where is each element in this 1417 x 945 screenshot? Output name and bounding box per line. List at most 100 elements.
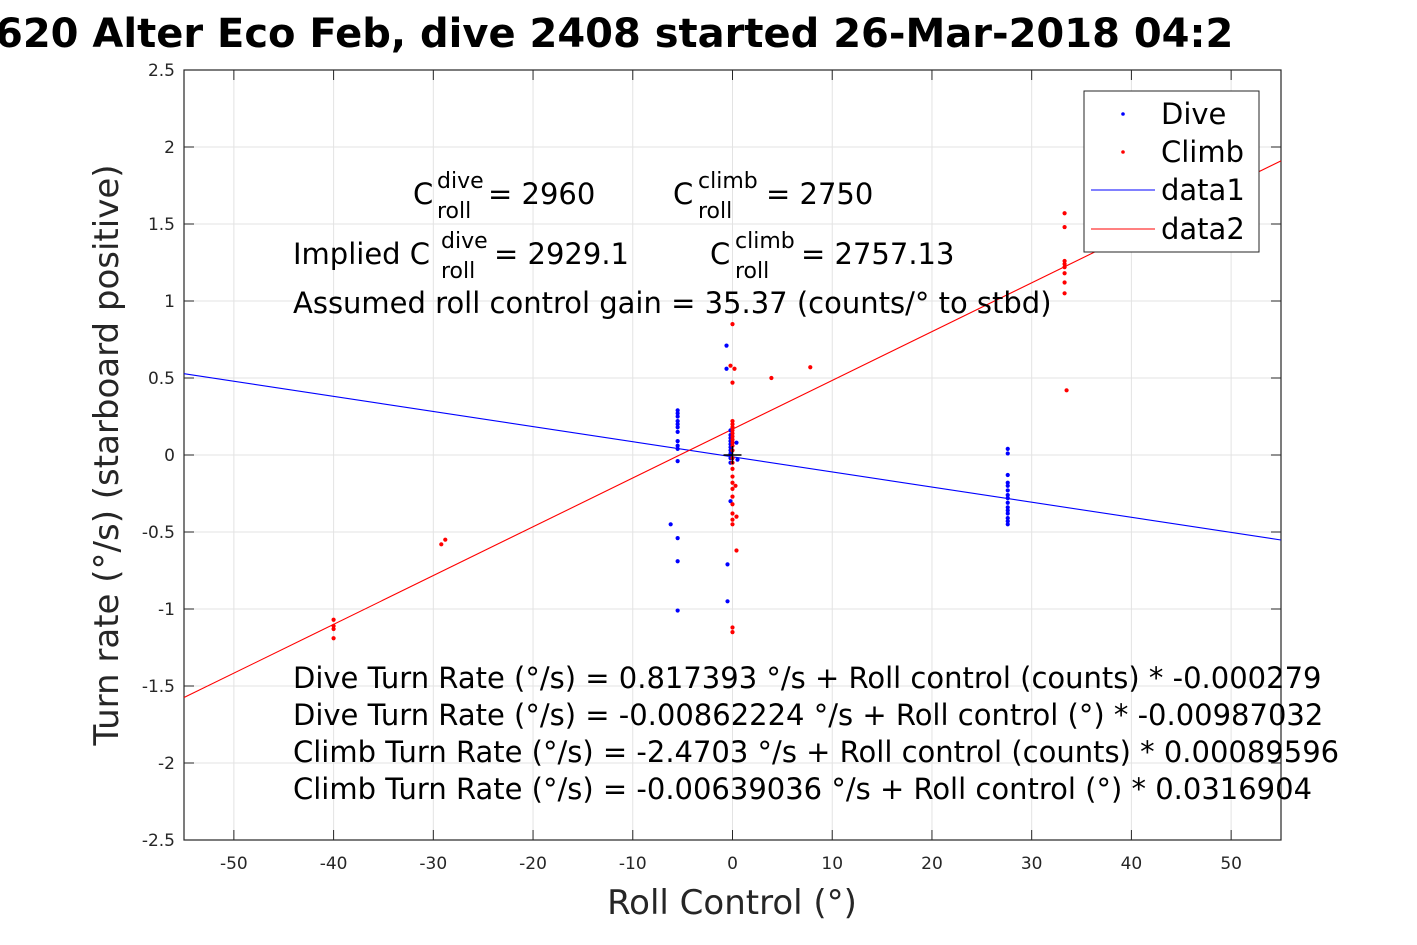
dive-point [675, 536, 680, 541]
climb-point [1062, 271, 1067, 276]
chart-title: 620 Alter Eco Feb, dive 2408 started 26-… [0, 11, 1233, 57]
dive-point [668, 522, 673, 527]
y-tick-label: 0.5 [148, 369, 175, 389]
y-tick-label: 0 [164, 446, 175, 466]
climb-point [1062, 291, 1067, 296]
annotation-eq-climb-degrees: Climb Turn Rate (°/s) = -0.00639036 °/s … [293, 772, 1312, 806]
climb-point [730, 517, 735, 522]
dive-point [1005, 522, 1010, 527]
dive-point [675, 559, 680, 564]
climb-point [331, 617, 336, 622]
center-marker-layer [723, 446, 742, 464]
climb-point [331, 636, 336, 641]
climb-point [1062, 280, 1067, 285]
dive-point [1005, 472, 1010, 478]
legend-data2-label: data2 [1161, 212, 1245, 246]
climb-point [730, 486, 735, 491]
y-tick-label: -0.5 [142, 523, 175, 543]
x-tick-label: -20 [519, 854, 547, 874]
annotation-gain: Assumed roll control gain = 35.37 (count… [293, 286, 1052, 320]
dive-point [1005, 492, 1010, 498]
dive-point [1005, 496, 1010, 501]
x-axis-label: Roll Control (°) [607, 883, 857, 923]
c-roll-dive-sup: dive [437, 169, 484, 194]
y-axis-label: Turn rate (°/s) (starboard positive) [87, 164, 127, 746]
annotation-implied: Implied C dive roll = 2929.1 C climb rol… [293, 229, 954, 284]
climb-point [730, 428, 735, 433]
climb-point [730, 422, 735, 427]
y-tick-label: 2.5 [148, 61, 175, 81]
legend-climb-label: Climb [1161, 135, 1244, 169]
climb-point [331, 623, 336, 629]
climb-point [734, 514, 739, 519]
climb-point [730, 434, 735, 439]
climb-point [730, 440, 735, 445]
x-tick-label: 0 [727, 854, 738, 874]
dive-point [675, 411, 680, 416]
implied-climb-sub: roll [735, 259, 769, 284]
dive-point [1005, 483, 1010, 488]
climb-point [730, 466, 735, 471]
dive-point [1005, 480, 1010, 485]
x-tick-label: -40 [320, 854, 348, 874]
implied-dive-sub: roll [441, 259, 475, 284]
x-tick-label: 20 [921, 854, 943, 874]
climb-point [730, 494, 735, 499]
dive-point [675, 425, 680, 430]
c-roll-climb-value: = 2750 [766, 177, 873, 211]
climb-point [730, 380, 735, 385]
legend-dive-marker [1121, 112, 1125, 116]
annotation-c-roll: C dive roll = 2960 C climb roll = 2750 [413, 169, 873, 224]
y-tick-label: 1.5 [148, 215, 175, 235]
dive-point [675, 408, 680, 413]
dive-point [675, 422, 680, 427]
dive-point [734, 440, 739, 445]
climb-point [730, 474, 735, 479]
x-tick-label: 50 [1220, 854, 1242, 874]
dive-point [675, 443, 680, 448]
climb-point [730, 437, 735, 442]
climb-point [730, 502, 735, 507]
climb-point [439, 542, 444, 547]
y-tick-label: -1.5 [142, 677, 175, 697]
dive-point [675, 419, 680, 424]
climb-point [730, 630, 735, 635]
legend-box [1083, 90, 1260, 253]
implied-climb-base: C [710, 237, 730, 271]
x-tick-label: -30 [419, 854, 447, 874]
y-tick-label: -2 [158, 754, 175, 774]
annotation-eq-dive-counts: Dive Turn Rate (°/s) = 0.817393 °/s + Ro… [293, 661, 1321, 695]
x-tick-label: -10 [619, 854, 647, 874]
c-roll-dive-sub: roll [437, 199, 471, 224]
dive-point [1005, 451, 1010, 456]
annotation-eq-climb-counts: Climb Turn Rate (°/s) = -2.4703 °/s + Ro… [293, 735, 1339, 769]
dive-point [675, 446, 680, 451]
dive-point [1005, 488, 1010, 493]
y-tick-label: 1 [164, 292, 175, 312]
climb-point [769, 375, 774, 381]
implied-climb-sup: climb [735, 229, 795, 254]
dive-point [675, 414, 680, 419]
implied-climb-value: = 2757.13 [801, 237, 954, 271]
dive-point [735, 457, 740, 462]
y-tick-label: 2 [164, 138, 175, 158]
legend-data1-label: data1 [1161, 173, 1245, 207]
ticks-layer: -50 -40 -30 -20 -10 0 10 20 30 40 50-2.5-2-1.5-1-0… [142, 61, 1281, 874]
dive-point [1005, 508, 1010, 513]
c-roll-climb-sup: climb [698, 169, 758, 194]
climb-point [1062, 265, 1067, 270]
climb-point [730, 625, 735, 630]
dive-point [1005, 516, 1010, 521]
dive-point [724, 343, 729, 348]
x-tick-label: -50 [220, 854, 248, 874]
dive-point [675, 459, 680, 464]
climb-point [730, 322, 735, 327]
climb-point [1062, 258, 1067, 264]
dive-point [675, 429, 680, 434]
legend: Dive Climb data1 data2 [1083, 90, 1260, 253]
implied-prefix: Implied C [293, 237, 430, 271]
dive-point [1005, 511, 1010, 516]
dive-point [725, 599, 730, 604]
climb-point [730, 480, 735, 485]
